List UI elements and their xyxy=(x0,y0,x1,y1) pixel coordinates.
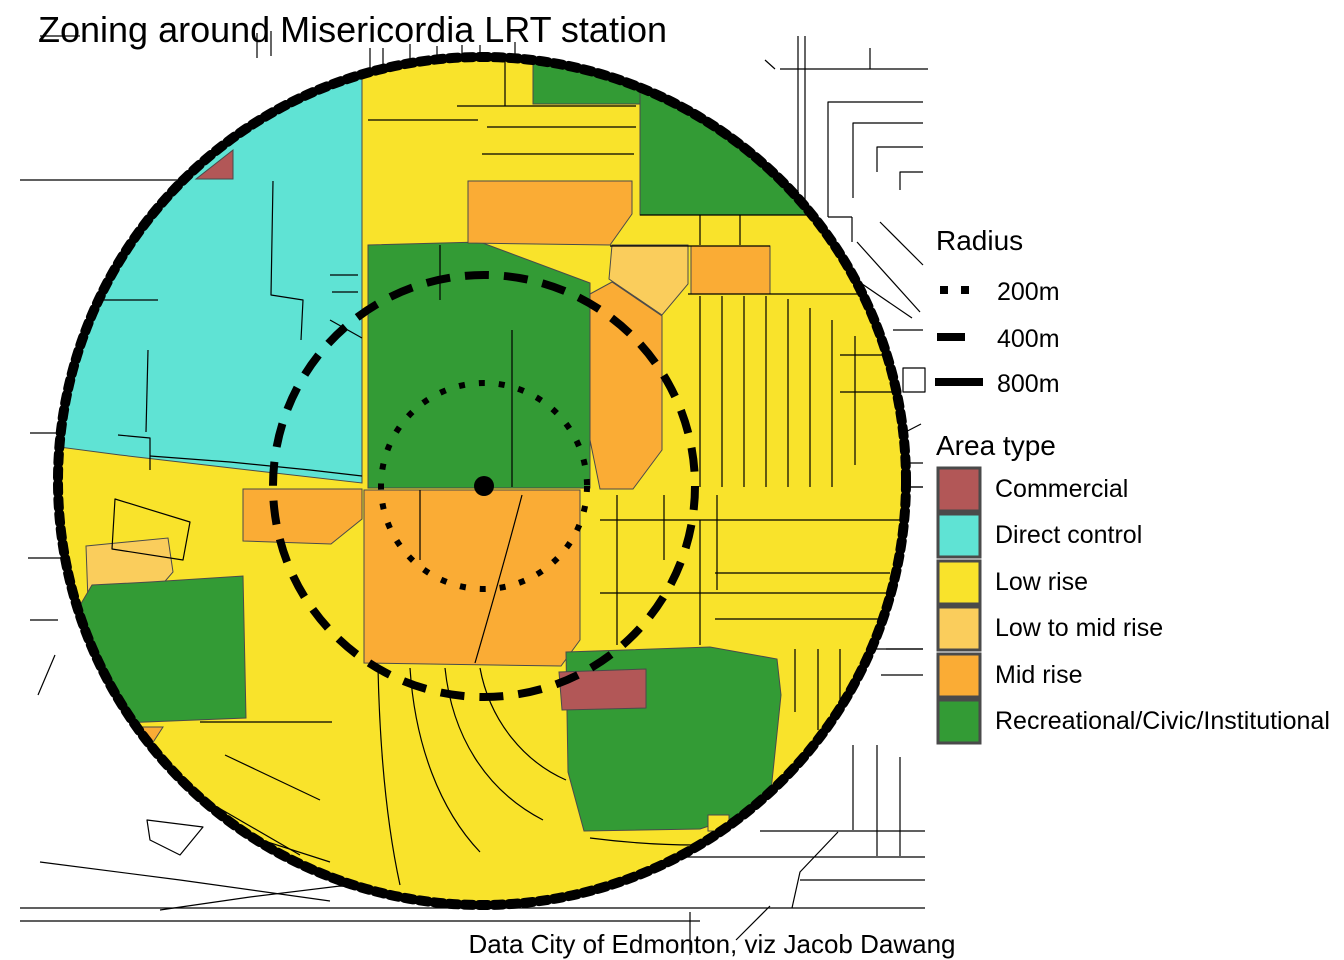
legend-radius-item-800m: 800m xyxy=(935,370,1060,398)
caption: Data City of Edmonton, viz Jacob Dawang xyxy=(468,929,955,959)
zone-mid-rise-ne xyxy=(690,245,771,295)
station-marker xyxy=(474,476,494,496)
legend-area-item-mid-rise: Mid rise xyxy=(936,652,1083,699)
legend-area-item-recreational: Recreational/Civic/Institutional xyxy=(936,698,1330,745)
legend-area-label-recreational: Recreational/Civic/Institutional xyxy=(995,707,1330,735)
swatch-low-rise xyxy=(936,559,982,606)
legend-radius: Radius 200m 400m 800m xyxy=(935,225,1060,398)
radius-rings xyxy=(53,52,911,910)
radius-ring-200m xyxy=(378,380,590,592)
legend-area-item-low-to-mid-rise: Low to mid rise xyxy=(936,605,1163,652)
radius-ring-400m xyxy=(269,271,699,701)
legend-radius-label-400m: 400m xyxy=(997,325,1060,353)
legend-radius-label-800m: 800m xyxy=(997,370,1060,398)
legend-area-label-low-to-mid-rise: Low to mid rise xyxy=(995,614,1163,642)
legend-area-title: Area type xyxy=(936,430,1056,461)
zone-mid-rise-south-central xyxy=(363,489,581,667)
swatch-recreational xyxy=(936,698,982,745)
swatch-low-to-mid-rise xyxy=(936,605,982,652)
radius-sample-200m-dot xyxy=(940,286,948,294)
zone-commercial-se xyxy=(558,668,647,711)
swatch-direct-control xyxy=(936,512,982,559)
legend-area-label-low-rise: Low rise xyxy=(995,568,1088,596)
legend-area-type: Area type Commercial Direct control Low … xyxy=(936,430,1330,745)
legend-area-label-commercial: Commercial xyxy=(995,475,1128,503)
radius-sample-400m-dash xyxy=(937,333,965,341)
zone-recreational-sw xyxy=(75,575,247,724)
swatch-commercial xyxy=(936,466,982,513)
zone-recreational-top-large xyxy=(639,87,814,216)
legend-radius-label-200m: 200m xyxy=(997,278,1060,306)
page-title: Zoning around Misericordia LRT station xyxy=(38,9,667,50)
zone-mid-rise-east-column xyxy=(589,281,663,490)
zone-low-to-mid-rise-ne xyxy=(608,244,689,316)
parcel-lines xyxy=(100,62,903,886)
zone-commercial-nw xyxy=(194,148,234,180)
radius-ring-800m xyxy=(53,52,911,910)
radius-sample-800m-line xyxy=(935,378,983,386)
radius-sample-200m-dot xyxy=(961,286,969,294)
legend-radius-item-200m: 200m xyxy=(940,278,1060,306)
legend-area-item-low-rise: Low rise xyxy=(936,559,1088,606)
legend-area-item-commercial: Commercial xyxy=(936,466,1128,513)
legend-radius-item-400m: 400m xyxy=(937,325,1060,353)
legend-area-item-direct-control: Direct control xyxy=(936,512,1142,559)
swatch-mid-rise xyxy=(936,652,982,699)
zone-mid-rise-north xyxy=(467,180,633,246)
legend-area-label-mid-rise: Mid rise xyxy=(995,661,1083,689)
legend-radius-title: Radius xyxy=(936,225,1023,256)
legend-area-label-direct-control: Direct control xyxy=(995,521,1142,549)
